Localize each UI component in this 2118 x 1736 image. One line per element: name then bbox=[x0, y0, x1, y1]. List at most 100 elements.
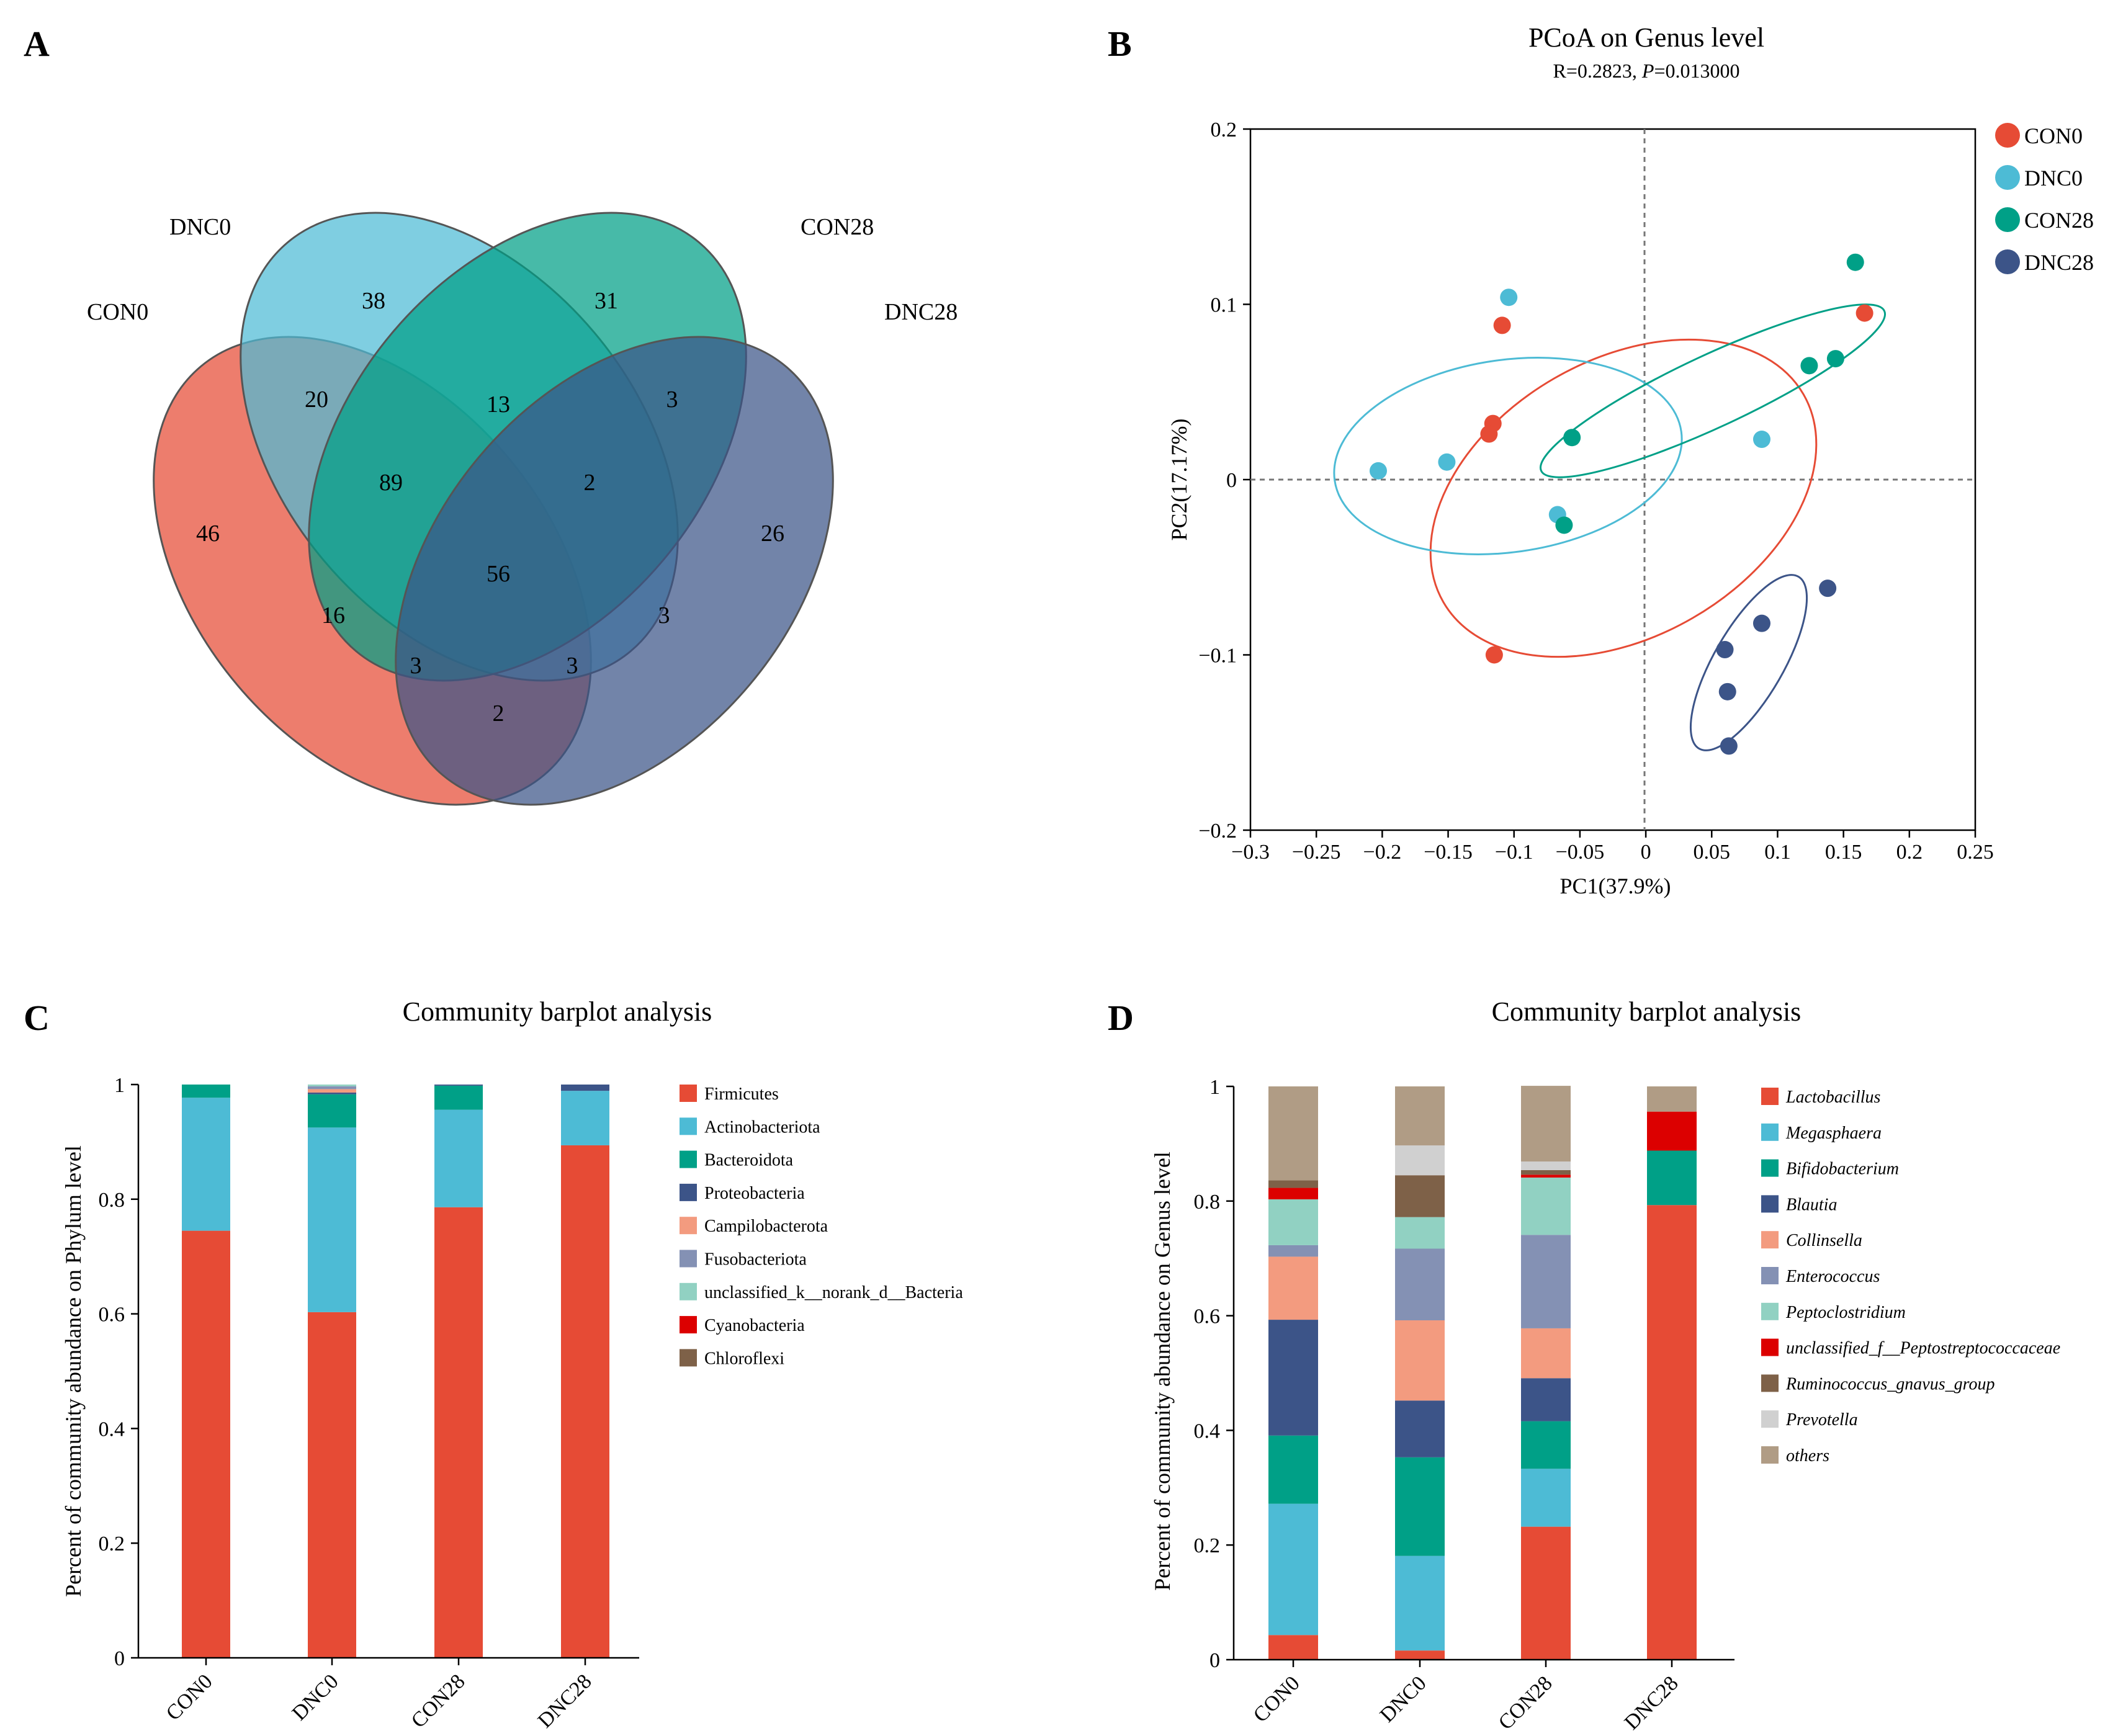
genus-bar-segment bbox=[1268, 1503, 1318, 1635]
venn-panel: A CON0 DNC0 CON28 DNC28 46 38 31 26 20 1… bbox=[24, 24, 958, 806]
genus-bar-segment bbox=[1521, 1161, 1571, 1170]
phylum-bar-segment bbox=[308, 1094, 356, 1128]
genus-legend-swatch bbox=[1761, 1446, 1779, 1464]
pcoa-y-tick-label: −0.2 bbox=[1198, 820, 1237, 843]
phylum-legend: Firmicutes Actinobacteriota Bacteroidota Pr… bbox=[680, 1085, 963, 1368]
genus-bar-segment bbox=[1395, 1320, 1445, 1401]
pcoa-point-con0 bbox=[1493, 316, 1511, 334]
phylum-x-tick-label: CON28 bbox=[407, 1670, 470, 1732]
pcoa-legend-label: CON28 bbox=[2024, 208, 2094, 233]
panel-letter-a: A bbox=[24, 24, 50, 64]
genus-bar-segment bbox=[1521, 1174, 1571, 1178]
phylum-legend-swatch bbox=[680, 1117, 697, 1135]
genus-legend-label: others bbox=[1786, 1446, 1829, 1465]
phylum-bar-segment bbox=[434, 1085, 483, 1086]
genus-y-tick-label: 0.6 bbox=[1194, 1305, 1221, 1328]
genus-legend-label: Peptoclostridium bbox=[1785, 1303, 1906, 1322]
pcoa-point-con0 bbox=[1855, 304, 1873, 322]
phylum-bar-segment bbox=[308, 1127, 356, 1312]
genus-bar-segment bbox=[1395, 1650, 1445, 1660]
genus-bar-segment bbox=[1521, 1235, 1571, 1328]
phylum-bar-segment bbox=[561, 1091, 609, 1145]
pcoa-x-tick-label: −0.3 bbox=[1231, 841, 1270, 864]
genus-bar-segment bbox=[1395, 1217, 1445, 1249]
genus-legend-swatch bbox=[1761, 1410, 1779, 1428]
pcoa-x-tick-label: 0 bbox=[1641, 841, 1651, 864]
genus-legend-swatch bbox=[1761, 1159, 1779, 1177]
genus-y-tick-label: 1 bbox=[1209, 1076, 1220, 1099]
phylum-y-tick-label: 1 bbox=[114, 1074, 125, 1097]
phylum-legend-label: unclassified_k__norank_d__Bacteria bbox=[704, 1283, 963, 1302]
pcoa-x-tick-label: −0.15 bbox=[1424, 841, 1473, 864]
pcoa-ellipse-dnc0 bbox=[1333, 357, 1683, 555]
pcoa-subtitle-r: R=0.2823, bbox=[1553, 60, 1642, 82]
genus-legend-swatch bbox=[1761, 1195, 1779, 1213]
genus-bar-segment bbox=[1268, 1635, 1318, 1660]
genus-legend-swatch bbox=[1761, 1267, 1779, 1284]
venn-label-dnc0: DNC0 bbox=[169, 214, 231, 240]
genus-bar-segment bbox=[1521, 1328, 1571, 1379]
phylum-bar-segment bbox=[182, 1230, 230, 1658]
genus-bar-segment bbox=[1395, 1457, 1445, 1556]
genus-bar-segment bbox=[1521, 1378, 1571, 1421]
phylum-legend-swatch bbox=[680, 1217, 697, 1235]
pcoa-y-ticks: −0.2 −0.1 0 0.1 0.2 bbox=[1198, 119, 1250, 843]
genus-y-tick-label: 0.2 bbox=[1194, 1534, 1221, 1557]
venn-count: 16 bbox=[321, 602, 345, 629]
phylum-x-tick-label: DNC0 bbox=[288, 1670, 343, 1725]
phylum-legend-swatch bbox=[680, 1282, 697, 1300]
genus-bars bbox=[1268, 1086, 1697, 1660]
genus-legend-label: Bifidobacterium bbox=[1786, 1160, 1899, 1179]
pcoa-x-tick-label: 0.1 bbox=[1764, 841, 1791, 864]
pcoa-x-ticks: −0.3 −0.25 −0.2 −0.15 −0.1 −0.05 0 0.05 0.1 0.15 0… bbox=[1231, 830, 1994, 864]
pcoa-title: PCoA on Genus level bbox=[1528, 22, 1764, 53]
genus-bar-segment bbox=[1268, 1245, 1318, 1257]
panel-letter-b: B bbox=[1108, 24, 1132, 64]
phylum-bar-segment bbox=[434, 1085, 483, 1110]
genus-x-tick-label: DNC28 bbox=[1620, 1671, 1683, 1734]
phylum-bar-segment bbox=[308, 1312, 356, 1658]
phylum-legend-label: Firmicutes bbox=[704, 1085, 779, 1104]
venn-count: 89 bbox=[379, 470, 403, 496]
venn-count: 38 bbox=[362, 288, 385, 314]
pcoa-point-con28 bbox=[1563, 429, 1581, 447]
genus-bar-segment bbox=[1647, 1150, 1697, 1206]
phylum-legend-swatch bbox=[680, 1250, 697, 1268]
pcoa-point-con28 bbox=[1800, 357, 1818, 375]
venn-count: 3 bbox=[567, 653, 578, 679]
genus-legend-swatch bbox=[1761, 1302, 1779, 1320]
pcoa-point-dnc28 bbox=[1819, 579, 1837, 597]
phylum-legend-swatch bbox=[680, 1150, 697, 1168]
pcoa-y-tick-label: −0.1 bbox=[1198, 645, 1237, 668]
pcoa-x-tick-label: 0.25 bbox=[1957, 841, 1994, 864]
pcoa-point-con28 bbox=[1826, 350, 1844, 368]
pcoa-legend-label: DNC0 bbox=[2024, 166, 2083, 190]
phylum-legend-label: Bacteroidota bbox=[704, 1151, 794, 1170]
phylum-legend-label: Proteobacteria bbox=[704, 1184, 805, 1203]
phylum-y-tick-label: 0.6 bbox=[99, 1304, 125, 1327]
genus-bar-segment bbox=[1268, 1256, 1318, 1320]
phylum-bar-segment bbox=[308, 1086, 356, 1089]
phylum-bar-segment bbox=[561, 1145, 609, 1658]
genus-legend-swatch bbox=[1761, 1338, 1779, 1356]
genus-legend: Lactobacillus Megasphaera Bifidobacterium B… bbox=[1761, 1088, 2060, 1465]
phylum-legend-label: Campilobacterota bbox=[704, 1217, 828, 1236]
pcoa-x-tick-label: −0.05 bbox=[1556, 841, 1605, 864]
pcoa-x-tick-label: −0.2 bbox=[1363, 841, 1402, 864]
genus-legend-label: Lactobacillus bbox=[1785, 1088, 1881, 1107]
genus-bar-segment bbox=[1268, 1086, 1318, 1181]
genus-bar-segment bbox=[1268, 1188, 1318, 1200]
pcoa-point-con0 bbox=[1485, 646, 1503, 664]
pcoa-point-con28 bbox=[1846, 253, 1864, 271]
pcoa-point-dnc0 bbox=[1369, 462, 1387, 480]
venn-count: 3 bbox=[658, 602, 670, 629]
phylum-legend-label: Cyanobacteria bbox=[704, 1316, 805, 1335]
phylum-y-tick-label: 0.8 bbox=[99, 1189, 125, 1212]
genus-legend-swatch bbox=[1761, 1088, 1779, 1105]
pcoa-point-dnc0 bbox=[1500, 289, 1518, 306]
genus-bar-segment bbox=[1521, 1086, 1571, 1162]
phylum-x-tick-label: DNC28 bbox=[534, 1670, 596, 1732]
pcoa-ellipse-con28 bbox=[1539, 303, 1887, 478]
venn-label-con0: CON0 bbox=[87, 299, 148, 325]
genus-legend-swatch bbox=[1761, 1374, 1779, 1392]
